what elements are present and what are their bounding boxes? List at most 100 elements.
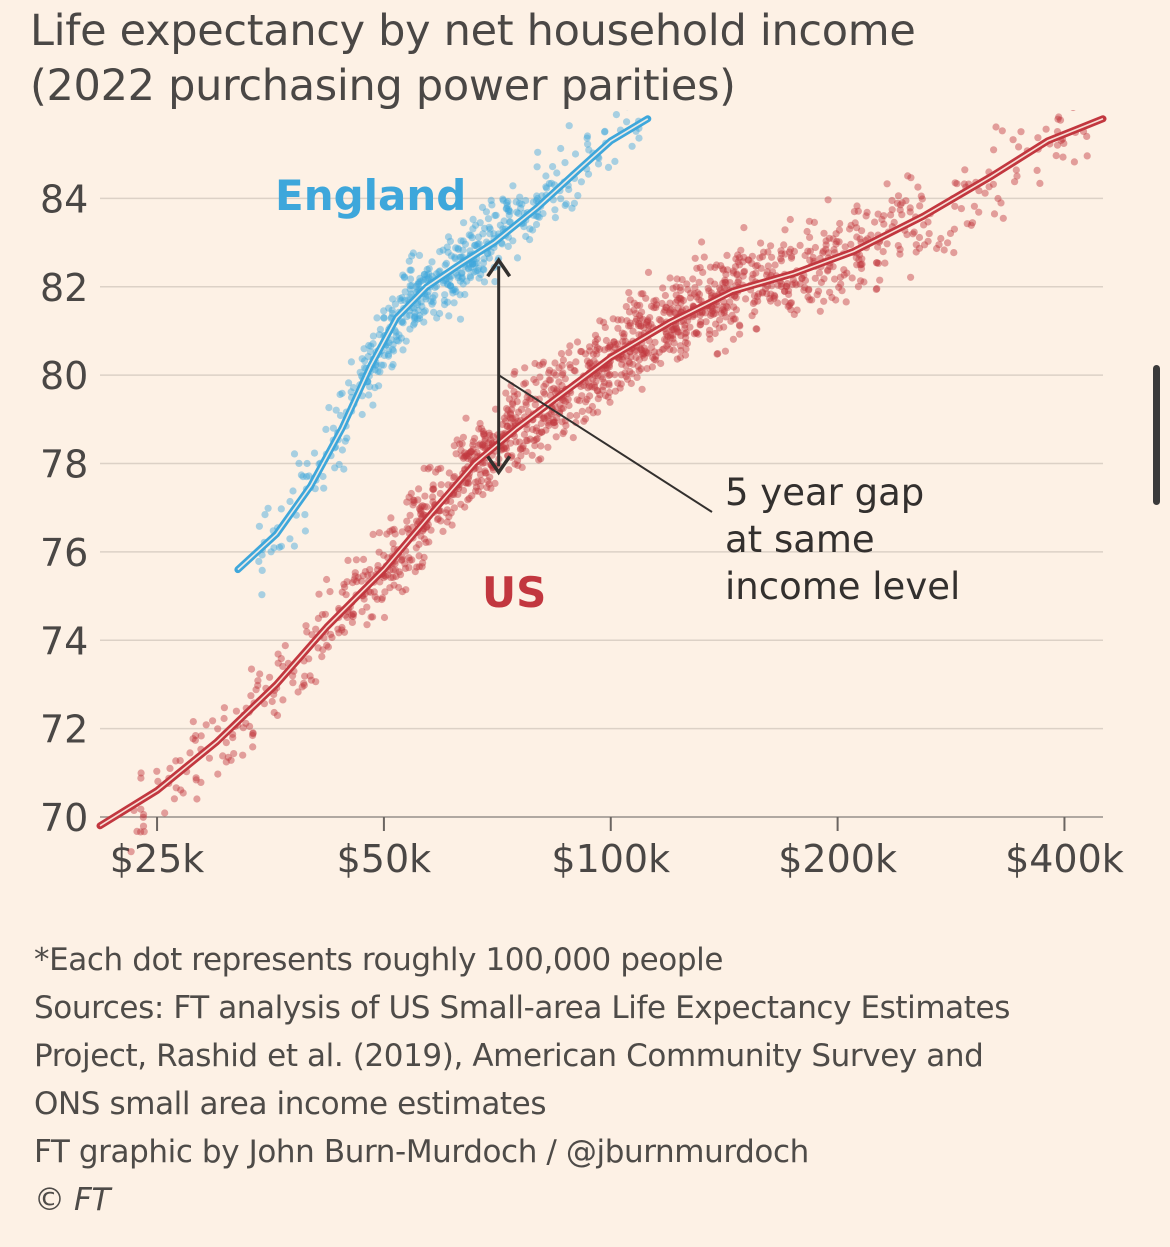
data-point — [565, 185, 573, 194]
data-point — [606, 398, 614, 406]
data-point — [770, 294, 778, 302]
data-point — [784, 287, 793, 295]
data-point — [513, 457, 522, 465]
data-point — [676, 294, 684, 302]
data-point — [389, 566, 397, 574]
data-point — [420, 503, 428, 511]
data-point — [855, 256, 863, 264]
data-point — [448, 286, 456, 294]
data-point — [555, 364, 563, 372]
data-point — [719, 265, 727, 273]
data-point — [329, 424, 337, 432]
data-point — [482, 208, 490, 216]
data-point — [562, 200, 570, 208]
data-point — [464, 478, 472, 487]
data-point — [735, 254, 744, 262]
data-point — [499, 195, 507, 203]
data-point — [546, 376, 555, 384]
data-point — [840, 271, 848, 279]
scrollbar[interactable] — [1153, 365, 1160, 505]
data-point — [531, 359, 539, 368]
data-point — [650, 348, 659, 356]
data-point — [637, 322, 645, 330]
y-tick-label: 80 — [40, 354, 88, 398]
data-point — [777, 250, 786, 258]
data-point — [545, 369, 553, 377]
data-point — [140, 810, 148, 819]
data-point — [739, 258, 747, 266]
data-point — [474, 240, 482, 248]
data-point — [369, 332, 377, 340]
data-point — [692, 329, 700, 337]
data-point — [917, 192, 925, 200]
data-point — [521, 379, 530, 387]
data-point — [662, 303, 670, 311]
data-point — [559, 430, 567, 438]
data-point — [729, 269, 737, 277]
data-point — [406, 282, 414, 290]
data-point — [522, 196, 530, 205]
data-point — [427, 297, 435, 305]
data-point — [478, 477, 486, 485]
data-point — [920, 221, 928, 229]
data-point — [389, 345, 397, 353]
x-tick-label: $100k — [551, 837, 670, 881]
data-point — [657, 317, 665, 325]
data-point — [898, 211, 906, 219]
data-point — [502, 205, 510, 213]
data-point — [618, 356, 627, 364]
data-point — [573, 396, 581, 404]
data-point — [289, 672, 297, 680]
data-point — [837, 280, 845, 288]
data-point — [677, 286, 685, 294]
data-point — [359, 555, 368, 563]
data-point — [611, 340, 620, 349]
data-point — [669, 335, 677, 343]
data-point — [832, 240, 840, 248]
data-point — [715, 324, 723, 332]
data-point — [591, 331, 600, 339]
data-point — [682, 345, 690, 353]
data-point — [566, 412, 574, 420]
data-point — [594, 371, 602, 380]
data-point — [535, 456, 543, 464]
data-point — [383, 530, 391, 538]
data-point — [508, 414, 517, 423]
data-point — [300, 681, 308, 689]
data-point — [648, 343, 656, 351]
y-tick-label: 78 — [40, 443, 88, 487]
data-point — [424, 291, 432, 299]
data-point — [139, 822, 148, 830]
data-point — [560, 428, 568, 436]
data-point — [675, 328, 683, 336]
data-point — [560, 396, 568, 405]
data-point — [369, 401, 377, 409]
data-point — [634, 362, 642, 370]
data-point — [605, 371, 613, 379]
data-point — [474, 487, 482, 495]
data-point — [700, 253, 708, 261]
data-point — [425, 274, 433, 282]
data-point — [533, 424, 541, 432]
data-point — [496, 221, 504, 229]
data-point — [547, 385, 556, 394]
data-point — [637, 346, 645, 354]
data-point — [706, 335, 714, 343]
data-point — [415, 485, 423, 493]
data-point — [506, 439, 515, 447]
data-point — [740, 253, 748, 261]
data-point — [620, 333, 628, 341]
data-point — [483, 483, 491, 491]
data-point — [434, 514, 442, 523]
data-point — [230, 750, 238, 758]
data-point — [417, 510, 425, 518]
data-point — [227, 756, 235, 764]
data-point — [637, 365, 645, 373]
data-point — [553, 414, 561, 422]
data-point — [384, 350, 392, 358]
data-point — [484, 477, 492, 485]
data-point — [1060, 139, 1068, 147]
data-point — [439, 527, 447, 535]
data-point — [425, 270, 433, 278]
data-point — [510, 392, 518, 400]
